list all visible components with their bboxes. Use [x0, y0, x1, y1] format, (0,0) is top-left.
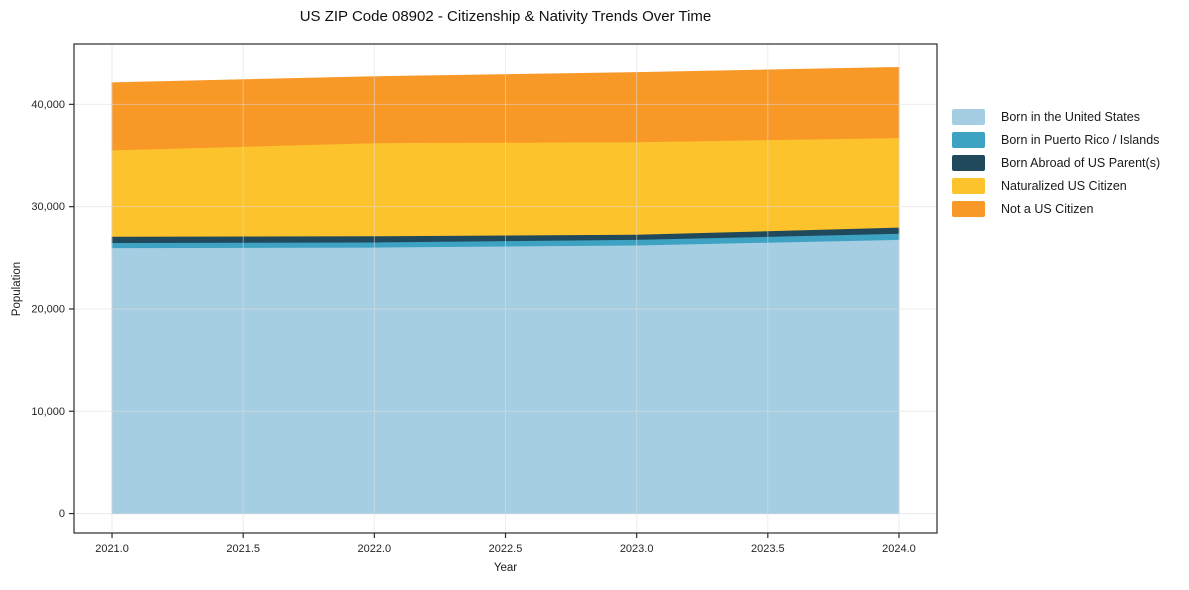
- legend: Born in the United States Born in Puerto …: [952, 105, 1160, 220]
- legend-item: Not a US Citizen: [952, 197, 1160, 220]
- y-tick-label: 20,000: [31, 303, 65, 315]
- y-tick-label: 10,000: [31, 406, 65, 418]
- legend-item: Born in the United States: [952, 105, 1160, 128]
- y-tick-label: 30,000: [31, 201, 65, 213]
- legend-label: Born Abroad of US Parent(s): [1001, 155, 1161, 170]
- legend-item: Naturalized US Citizen: [952, 174, 1160, 197]
- x-axis-label: Year: [493, 562, 518, 574]
- y-tick-label: 40,000: [31, 99, 65, 111]
- legend-label: Naturalized US Citizen: [1001, 178, 1127, 193]
- x-tick-label: 2022.0: [358, 543, 392, 555]
- legend-label: Not a US Citizen: [1001, 201, 1094, 216]
- legend-swatch-icon: [952, 108, 985, 125]
- x-tick-label: 2023.0: [620, 543, 654, 555]
- chart-title: US ZIP Code 08902 - Citizenship & Nativi…: [299, 8, 712, 25]
- x-tick-label: 2023.5: [751, 543, 785, 555]
- y-axis-label: Population: [11, 261, 23, 317]
- x-tick-label: 2021.0: [95, 543, 129, 555]
- legend-item: Born Abroad of US Parent(s): [952, 151, 1160, 174]
- legend-label: Born in the United States: [1001, 109, 1140, 124]
- legend-swatch-icon: [952, 200, 985, 217]
- legend-item: Born in Puerto Rico / Islands: [952, 128, 1160, 151]
- legend-swatch-icon: [952, 177, 985, 194]
- legend-swatch-icon: [952, 131, 985, 148]
- x-tick-label: 2022.5: [489, 543, 523, 555]
- x-tick-label: 2021.5: [226, 543, 260, 555]
- legend-label: Born in Puerto Rico / Islands: [1001, 132, 1160, 147]
- x-tick-label: 2024.0: [882, 543, 916, 555]
- y-tick-label: 0: [59, 508, 65, 520]
- legend-swatch-icon: [952, 154, 985, 171]
